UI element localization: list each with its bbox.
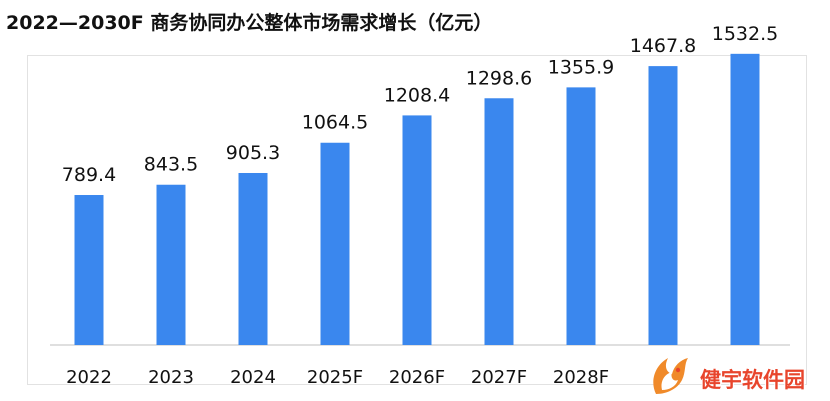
bar (238, 172, 268, 345)
data-label: 1208.4 (384, 84, 450, 106)
x-tick-label: 2026F (389, 367, 445, 388)
bar (402, 115, 432, 346)
plot-frame (27, 55, 807, 385)
bar (566, 87, 596, 345)
bar (730, 53, 760, 345)
data-label: 905.3 (226, 142, 280, 164)
watermark-text: 健宇软件园 (700, 368, 805, 392)
x-tick-label: 2027F (471, 367, 527, 388)
data-label: 1467.8 (630, 35, 696, 57)
x-tick-label: 2028F (553, 367, 609, 388)
bar (484, 98, 514, 346)
data-label: 789.4 (62, 164, 116, 186)
x-tick-label: 2024 (230, 367, 276, 388)
bar (648, 66, 678, 346)
data-label: 1064.5 (302, 112, 368, 134)
data-label: 843.5 (144, 154, 198, 176)
x-tick-label: 2023 (148, 367, 194, 388)
data-label: 1298.6 (466, 67, 532, 89)
fox-logo-icon (653, 358, 688, 394)
bar (320, 142, 350, 345)
data-label: 1532.5 (712, 23, 778, 45)
x-tick-label: 2022 (66, 367, 112, 388)
x-tick-label: 2025F (307, 367, 363, 388)
chart-title: 2022—2030F 商务协同办公整体市场需求增长（亿元） (6, 12, 493, 34)
bar (74, 195, 104, 345)
data-label: 1355.9 (548, 56, 614, 78)
bar (156, 184, 186, 345)
